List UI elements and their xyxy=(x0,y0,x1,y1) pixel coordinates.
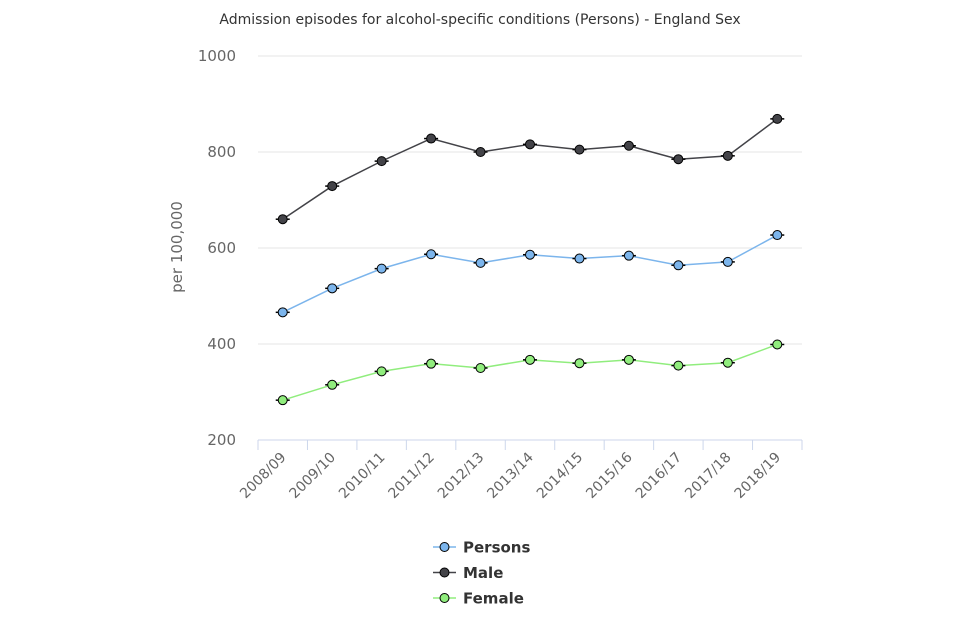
gridlines xyxy=(258,55,802,345)
data-point[interactable] xyxy=(475,257,486,268)
series-persons xyxy=(275,230,785,318)
data-point[interactable] xyxy=(722,357,733,368)
data-point[interactable] xyxy=(623,250,634,261)
series-line xyxy=(282,234,778,313)
legend-marker xyxy=(439,567,450,578)
x-tick-label: 2012/13 xyxy=(435,450,487,502)
x-tick-label: 2016/17 xyxy=(633,450,685,502)
data-point[interactable] xyxy=(525,354,535,365)
series-female xyxy=(275,339,785,406)
data-point[interactable] xyxy=(772,339,783,350)
series-line xyxy=(282,343,778,401)
x-tick-label: 2008/09 xyxy=(237,450,289,502)
legend-label: Male xyxy=(463,564,503,582)
x-tick-label: 2015/16 xyxy=(583,449,636,502)
data-point[interactable] xyxy=(426,249,437,260)
x-tick-label: 2018/19 xyxy=(732,450,784,502)
data-point[interactable] xyxy=(525,139,535,150)
data-point[interactable] xyxy=(722,150,733,161)
x-tick-label: 2009/10 xyxy=(287,450,339,502)
series-male xyxy=(275,113,785,225)
y-tick-label: 800 xyxy=(207,143,236,161)
data-point[interactable] xyxy=(772,230,783,241)
data-point[interactable] xyxy=(623,354,634,365)
data-point[interactable] xyxy=(772,113,783,124)
legend-label: Persons xyxy=(463,539,530,557)
legend-item-male[interactable]: Male xyxy=(433,564,503,582)
series-lines xyxy=(275,113,785,406)
data-point[interactable] xyxy=(327,283,338,294)
y-tick-label: 400 xyxy=(207,335,236,353)
x-tick-label: 2011/12 xyxy=(385,450,437,502)
legend-item-persons[interactable]: Persons xyxy=(433,539,530,557)
data-point[interactable] xyxy=(623,140,634,151)
y-tick-label: 200 xyxy=(207,431,236,449)
data-point[interactable] xyxy=(426,133,437,144)
data-point[interactable] xyxy=(574,253,585,264)
data-point[interactable] xyxy=(673,154,684,165)
data-point[interactable] xyxy=(277,214,288,225)
chart-title: Admission episodes for alcohol-specific … xyxy=(219,12,740,28)
y-tick-label: 600 xyxy=(207,239,236,257)
legend-label: Female xyxy=(463,590,524,608)
data-point[interactable] xyxy=(277,307,288,318)
x-tick-label: 2014/15 xyxy=(534,450,586,502)
data-point[interactable] xyxy=(277,395,288,406)
data-point[interactable] xyxy=(475,363,486,373)
y-axis-label: per 100,000 xyxy=(168,201,186,293)
data-point[interactable] xyxy=(574,144,585,155)
data-point[interactable] xyxy=(376,366,387,377)
x-tick-label: 2010/11 xyxy=(336,450,388,502)
x-tick-label: 2013/14 xyxy=(484,449,537,502)
legend-marker xyxy=(439,542,450,552)
data-point[interactable] xyxy=(376,263,387,274)
legend-item-female[interactable]: Female xyxy=(433,590,524,608)
data-point[interactable] xyxy=(327,379,338,390)
y-tick-label: 1000 xyxy=(198,47,236,65)
data-point[interactable] xyxy=(525,249,535,260)
data-point[interactable] xyxy=(475,147,486,157)
data-point[interactable] xyxy=(673,360,684,371)
legend: Persons Male Female xyxy=(433,539,530,608)
x-axis: 2008/092009/102010/112011/122012/132013/… xyxy=(237,439,803,502)
data-point[interactable] xyxy=(673,260,684,271)
data-point[interactable] xyxy=(426,358,437,369)
data-point[interactable] xyxy=(722,256,733,267)
data-point[interactable] xyxy=(574,358,585,369)
x-tick-label: 2017/18 xyxy=(682,450,734,502)
data-point[interactable] xyxy=(376,156,387,167)
series-line xyxy=(282,118,778,220)
data-point[interactable] xyxy=(327,181,338,192)
legend-marker xyxy=(439,593,450,603)
y-axis-ticks: 200 400 600 800 1000 xyxy=(198,47,236,449)
